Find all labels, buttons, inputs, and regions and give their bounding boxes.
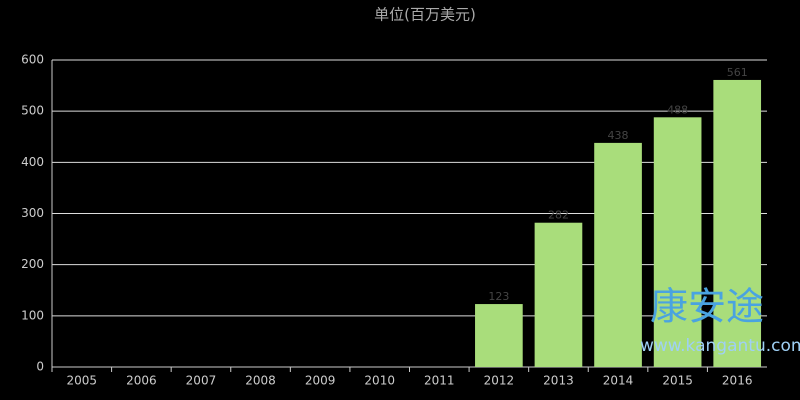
x-tick-label: 2016 [722,374,753,388]
value-label: 282 [548,209,569,222]
x-tick-label: 2008 [245,374,276,388]
x-tick-label: 2013 [543,374,574,388]
bar [534,222,583,367]
y-tick-label: 100 [21,308,44,322]
watermark: www.kangantu.com [640,336,800,356]
x-tick-label: 2014 [603,374,634,388]
bar [713,79,762,367]
x-tick-label: 2012 [484,374,515,388]
chart-title: 单位(百万美元) [374,6,476,24]
x-tick-label: 2015 [662,374,693,388]
value-label: 123 [488,290,509,303]
value-label: 561 [727,66,748,79]
y-tick-label: 500 [21,104,44,118]
x-tick-label: 2006 [126,374,157,388]
y-tick-label: 0 [36,360,44,374]
value-label: 488 [667,103,688,116]
bar [475,304,523,367]
bar [653,117,702,367]
y-tick-label: 600 [21,53,44,67]
x-tick-label: 2007 [186,374,217,388]
x-tick-label: 2010 [364,374,395,388]
y-tick-label: 200 [21,257,44,271]
bar [594,142,642,367]
value-label: 438 [608,129,629,142]
y-tick-label: 400 [21,155,44,169]
x-tick-label: 2011 [424,374,455,388]
x-tick-label: 2005 [67,374,98,388]
x-tick-label: 2009 [305,374,336,388]
watermark: 康安途 [650,285,764,329]
y-tick-label: 300 [21,206,44,220]
